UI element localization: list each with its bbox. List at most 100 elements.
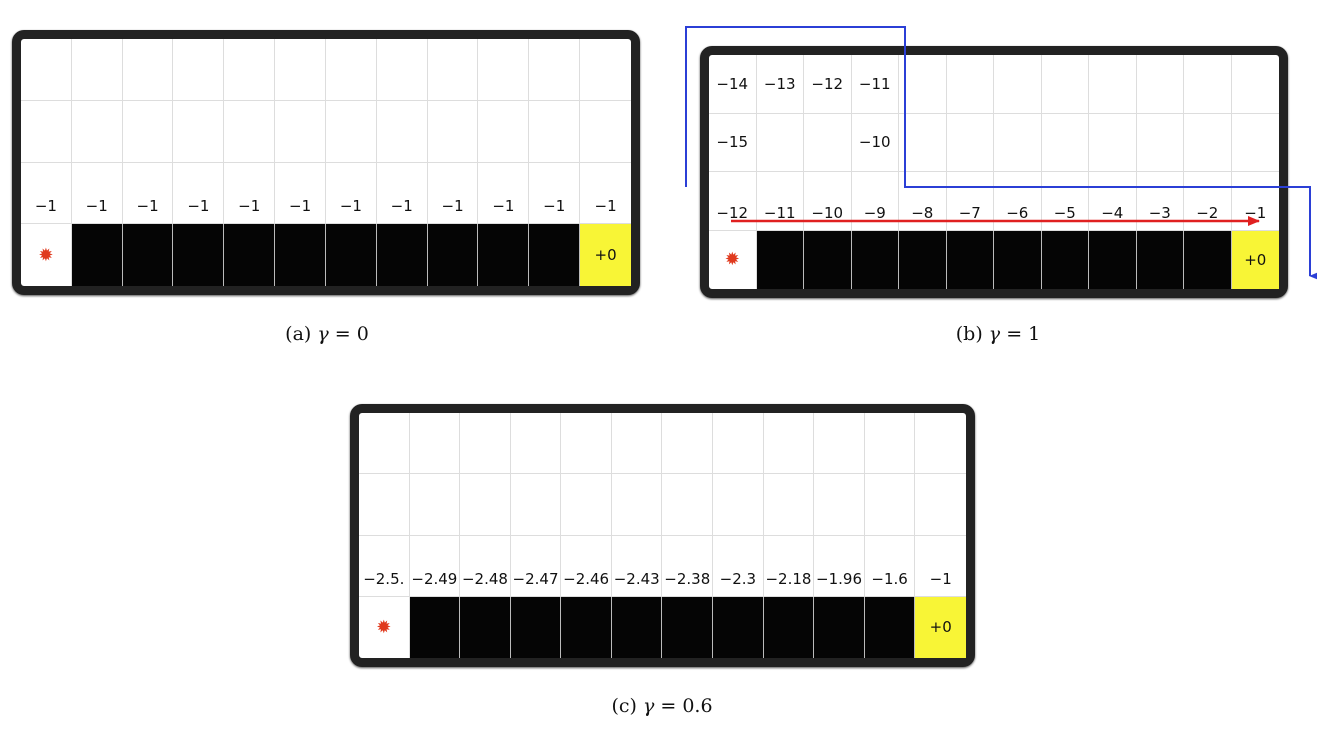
value-cell bbox=[580, 39, 631, 101]
value-cell bbox=[561, 413, 612, 475]
value-cell bbox=[946, 55, 994, 114]
value-cell: −2.46 bbox=[561, 535, 612, 597]
value-cell bbox=[1136, 113, 1184, 172]
value-cell: −10 bbox=[851, 113, 899, 172]
value-cell: −2.48 bbox=[460, 535, 511, 597]
goal-cell: +0 bbox=[1231, 230, 1279, 289]
value-cell: −11 bbox=[756, 172, 804, 231]
value-cell: −1 bbox=[71, 162, 123, 225]
value-cell: −10 bbox=[804, 172, 852, 231]
value-cell bbox=[376, 100, 428, 163]
value-cell: −1 bbox=[21, 162, 72, 225]
value-cell: −1 bbox=[427, 162, 479, 225]
value-cell bbox=[224, 39, 276, 101]
cliff-cell bbox=[756, 230, 804, 289]
value-cell: −1 bbox=[376, 162, 428, 225]
cliff-cell bbox=[899, 230, 947, 289]
value-cell bbox=[359, 413, 410, 475]
value-cell: −2.49 bbox=[409, 535, 461, 597]
cliff-cell bbox=[1136, 230, 1184, 289]
value-cell: −1 bbox=[915, 536, 966, 597]
value-cell bbox=[529, 100, 581, 163]
cliff-cell bbox=[561, 596, 612, 658]
value-cell bbox=[1231, 114, 1279, 172]
value-cell bbox=[275, 100, 326, 163]
value-cell bbox=[71, 100, 123, 163]
value-cell bbox=[662, 474, 714, 536]
value-cell bbox=[814, 474, 865, 536]
cliff-cell bbox=[804, 230, 852, 289]
value-cell bbox=[580, 101, 631, 163]
value-cell: −2.47 bbox=[510, 535, 562, 597]
value-cell bbox=[713, 413, 764, 475]
caption-symbol: γ bbox=[642, 695, 655, 717]
cliff-cell bbox=[1041, 230, 1089, 289]
value-cell bbox=[1184, 113, 1232, 172]
cliff-cell bbox=[994, 230, 1042, 289]
cliff-cell bbox=[662, 596, 714, 658]
value-cell bbox=[814, 413, 865, 475]
value-cell: −1 bbox=[1231, 172, 1279, 231]
caption-value: = 1 bbox=[1006, 323, 1041, 345]
cliff-cell bbox=[122, 224, 174, 286]
value-cell: −1 bbox=[529, 162, 581, 225]
value-cell bbox=[510, 474, 562, 536]
value-cell bbox=[756, 113, 804, 172]
value-cell bbox=[478, 39, 530, 101]
value-cell: −12 bbox=[709, 172, 757, 231]
caption-b: (b) γ = 1 bbox=[956, 323, 1041, 345]
value-cell bbox=[713, 474, 764, 536]
value-cell bbox=[763, 413, 815, 475]
caption-c: (c) γ = 0.6 bbox=[611, 695, 712, 717]
value-cell bbox=[864, 474, 916, 536]
value-cell: −12 bbox=[804, 55, 852, 114]
goal-cell: +0 bbox=[580, 224, 631, 286]
gridworld-panel-a: −1 −1 −1 −1 −1 −1 −1 −1 −1 −1 −1 −1 ✹ +0 bbox=[12, 30, 640, 295]
cliff-cell bbox=[851, 230, 899, 289]
cliff-cell bbox=[173, 224, 225, 286]
cliff-cell bbox=[427, 224, 479, 286]
value-cell: −3 bbox=[1136, 172, 1184, 231]
value-cell bbox=[122, 39, 174, 101]
value-cell: −2.38 bbox=[662, 535, 714, 597]
value-cell: −2.18 bbox=[763, 535, 815, 597]
value-cell bbox=[864, 413, 916, 475]
value-cell bbox=[611, 474, 663, 536]
value-cell: −2.3 bbox=[713, 535, 764, 597]
value-cell bbox=[173, 100, 225, 163]
value-cell bbox=[946, 113, 994, 172]
goal-cell: +0 bbox=[915, 596, 966, 658]
start-cell: ✹ bbox=[709, 230, 757, 289]
value-cell: −4 bbox=[1089, 172, 1137, 231]
value-cell bbox=[994, 113, 1042, 172]
value-cell bbox=[1041, 55, 1089, 114]
cliff-cell bbox=[763, 596, 815, 658]
caption-value: = 0 bbox=[334, 323, 369, 345]
value-cell bbox=[1089, 113, 1137, 172]
value-cell: −2 bbox=[1184, 172, 1232, 231]
grid: −14 −13 −12 −11 −15 −10 −12 −11 −10 −9 −8 −7 −6 −5 −4−… bbox=[709, 55, 1279, 289]
cliff-cell bbox=[376, 224, 428, 286]
cliff-cell bbox=[409, 596, 461, 658]
value-cell: −1 bbox=[122, 162, 174, 225]
cliff-cell bbox=[224, 224, 276, 286]
caption-symbol: γ bbox=[317, 323, 329, 345]
value-cell: −8 bbox=[899, 172, 947, 231]
turtle-icon: ✹ bbox=[38, 244, 54, 266]
value-cell bbox=[529, 39, 581, 101]
value-cell bbox=[611, 413, 663, 475]
value-cell bbox=[478, 100, 530, 163]
value-cell: −1.6 bbox=[864, 535, 916, 597]
grid: −2.5. −2.49 −2.48 −2.47 −2.46 −2.43 −2.38 −2.3−… bbox=[359, 413, 966, 658]
turtle-icon: ✹ bbox=[724, 249, 740, 271]
value-cell bbox=[994, 55, 1042, 114]
value-cell bbox=[1041, 113, 1089, 172]
caption-symbol: γ bbox=[988, 323, 1001, 345]
value-cell bbox=[1136, 55, 1184, 114]
value-cell bbox=[763, 474, 815, 536]
cliff-cell bbox=[510, 596, 562, 658]
cliff-cell bbox=[713, 596, 764, 658]
caption-label: (b) bbox=[955, 323, 983, 345]
value-cell bbox=[510, 413, 562, 475]
value-cell: −5 bbox=[1041, 172, 1089, 231]
